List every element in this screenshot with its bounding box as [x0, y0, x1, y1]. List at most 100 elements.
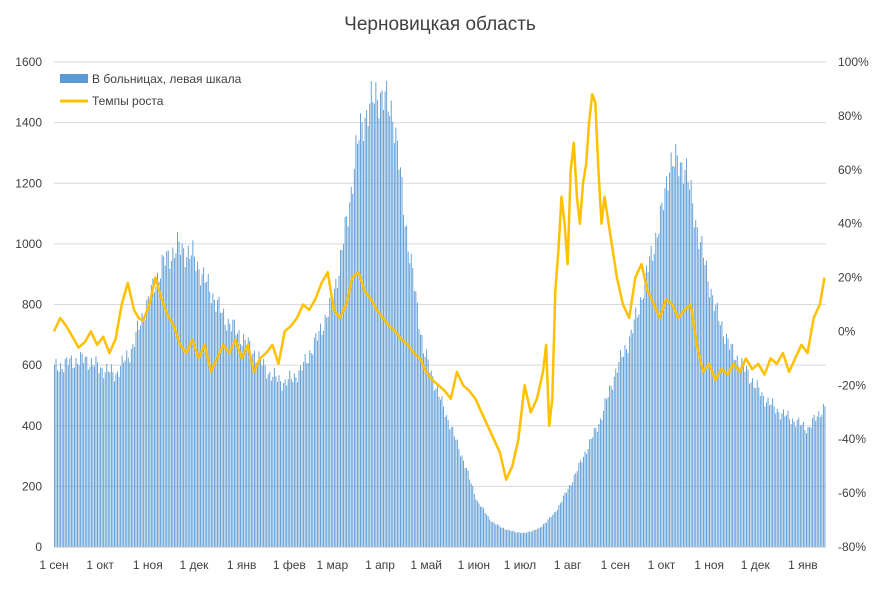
hospitalized-bar	[610, 386, 612, 547]
hospitalized-bar	[764, 406, 766, 547]
hospitalized-bar	[366, 110, 368, 547]
hospitalized-bar	[184, 267, 186, 547]
hospitalized-bar	[533, 529, 535, 547]
hospitalized-bar	[429, 372, 431, 547]
hospitalized-bar	[815, 420, 817, 547]
x-tick-label: 1 апр	[365, 558, 395, 572]
hospitalized-bar	[796, 419, 798, 547]
hospitalized-bar	[490, 521, 492, 547]
hospitalized-bar	[641, 299, 643, 547]
hospitalized-bar	[630, 329, 632, 547]
hospitalized-bar	[276, 381, 278, 547]
y-right-tick-label: 60%	[838, 163, 862, 177]
hospitalized-bar	[104, 372, 106, 547]
hospitalized-bar	[822, 403, 824, 547]
hospitalized-bar	[798, 417, 800, 547]
hospitalized-bar	[387, 111, 389, 548]
hospitalized-bar	[453, 436, 455, 547]
hospitalized-bar	[681, 162, 683, 547]
hospitalized-bar	[530, 531, 532, 547]
hospitalized-bar	[772, 398, 774, 547]
hospitalized-bar	[767, 397, 769, 547]
hospitalized-bar	[413, 290, 415, 547]
hospitalized-bar	[54, 364, 55, 547]
hospitalized-bar	[323, 331, 325, 547]
hospitalized-bar	[410, 253, 412, 547]
hospitalized-bar	[390, 100, 392, 547]
hospitalized-bar	[97, 362, 98, 547]
hospitalized-bar	[699, 241, 701, 547]
hospitalized-bar	[579, 460, 581, 547]
hospitalized-bar	[469, 479, 471, 547]
hospitalized-bar	[604, 398, 606, 547]
hospitalized-bar	[77, 363, 78, 547]
hospitalized-bar	[121, 355, 123, 547]
hospitalized-bar	[381, 90, 383, 547]
hospitalized-bar	[107, 371, 109, 547]
hospitalized-bar	[695, 219, 697, 547]
hospitalized-bar	[335, 278, 337, 547]
hospitalized-bar	[378, 118, 380, 547]
hospitalized-bar	[636, 317, 638, 547]
y-right-tick-label: 80%	[838, 109, 862, 123]
hospitalized-bar	[715, 305, 717, 547]
hospitalized-bar	[607, 397, 609, 547]
hospitalized-bar	[267, 374, 269, 547]
hospitalized-bar	[187, 245, 189, 547]
hospitalized-bars	[54, 80, 826, 548]
hospitalized-bar	[369, 103, 371, 547]
hospitalized-bar	[753, 387, 755, 547]
hospitalized-bar	[563, 495, 564, 547]
hospitalized-bar	[721, 321, 723, 547]
hospitalized-bar	[281, 390, 283, 547]
hospitalized-bar	[135, 331, 137, 547]
hospitalized-bar	[60, 363, 62, 547]
hospitalized-bar	[143, 320, 145, 547]
hospitalized-bar	[456, 439, 458, 547]
hospitalized-bar	[66, 357, 68, 547]
hospitalized-bar	[550, 517, 552, 547]
hospitalized-bar	[353, 169, 355, 547]
axes: 0 200 400 600 800 1000 1200 1400 1600 -80% -60% -40…	[15, 55, 869, 572]
hospitalized-bar	[296, 382, 298, 547]
hospitalized-bar	[570, 485, 572, 547]
hospitalized-bar	[163, 256, 165, 547]
hospitalized-bar	[459, 456, 461, 547]
hospitalized-bar	[727, 338, 729, 547]
hospitalized-bar	[83, 363, 85, 547]
x-tick-label: 1 июл	[504, 558, 536, 572]
hospitalized-bar	[781, 413, 783, 547]
hospitalized-bar	[253, 350, 255, 547]
hospitalized-bar	[713, 310, 715, 547]
hospitalized-bar	[809, 426, 810, 547]
hospitalized-bar	[513, 531, 515, 547]
hospitalized-bar	[722, 336, 724, 547]
hospitalized-bar	[347, 226, 349, 547]
x-tick-label: 1 авг	[554, 558, 582, 572]
hospitalized-bar	[158, 281, 160, 547]
hospitalized-bar	[63, 372, 65, 547]
hospitalized-bar	[375, 82, 377, 547]
hospitalized-bar	[373, 103, 375, 547]
hospitalized-bar	[309, 350, 311, 547]
hospitalized-bar	[595, 427, 597, 547]
y-right-tick-label: -80%	[838, 540, 866, 554]
hospitalized-bar	[283, 383, 285, 547]
hospitalized-bar	[127, 357, 129, 547]
hospitalized-bar	[110, 364, 112, 547]
hospitalized-bar	[543, 524, 544, 547]
chart-title: Черновицкая область	[344, 14, 536, 35]
hospitalized-bar	[287, 379, 289, 547]
hospitalized-bar	[164, 265, 166, 547]
hospitalized-bar	[766, 402, 767, 547]
x-tick-label: 1 дек	[741, 558, 771, 572]
hospitalized-bar	[395, 127, 397, 547]
hospitalized-bar	[340, 249, 341, 547]
hospitalized-bar	[736, 355, 738, 547]
hospitalized-bar	[284, 379, 286, 547]
hospitalized-bar	[101, 367, 103, 547]
hospitalized-bar	[558, 504, 560, 547]
y-left-tick-label: 1600	[15, 55, 42, 69]
hospitalized-bar	[603, 410, 604, 547]
hospitalized-bar	[415, 291, 417, 547]
